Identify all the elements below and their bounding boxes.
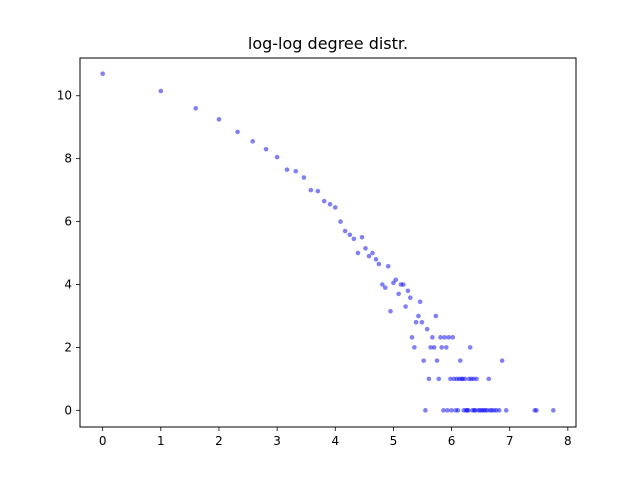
data-point (391, 280, 396, 286)
data-point (434, 358, 440, 363)
data-point (446, 335, 451, 340)
data-point (449, 408, 454, 413)
y-tick-label: 8 (64, 152, 72, 166)
y-tick-label: 0 (64, 403, 72, 417)
data-point (433, 313, 439, 319)
data-point (351, 236, 357, 242)
data-point (342, 228, 348, 234)
data-point (263, 146, 269, 152)
data-point (376, 261, 382, 267)
data-point (347, 232, 353, 238)
data-point (216, 117, 222, 122)
y-tick-label: 4 (64, 277, 72, 291)
data-point (421, 358, 426, 363)
data-point (448, 376, 453, 382)
data-point (315, 188, 321, 194)
data-point (551, 408, 556, 413)
data-point (235, 129, 240, 135)
data-point (366, 253, 372, 259)
data-point (438, 335, 443, 340)
x-tick-label: 7 (506, 434, 514, 448)
data-point (486, 376, 492, 382)
data-point (430, 335, 435, 340)
data-point (431, 345, 437, 350)
data-point (412, 345, 417, 350)
data-point (193, 106, 199, 111)
data-point (417, 299, 423, 305)
y-tick-label: 6 (64, 215, 72, 229)
data-point (428, 345, 433, 350)
data-point (534, 408, 539, 413)
data-point (393, 277, 399, 283)
y-tick-label: 2 (64, 340, 72, 354)
data-point (363, 246, 368, 251)
data-point (274, 154, 280, 160)
data-point (419, 319, 425, 325)
x-tick-label: 8 (564, 434, 572, 448)
data-point (474, 376, 479, 382)
data-point (321, 198, 327, 204)
x-tick-label: 1 (157, 434, 165, 448)
data-point (423, 408, 428, 413)
data-point (457, 358, 463, 363)
data-point (370, 250, 375, 256)
data-point (499, 358, 505, 363)
x-tick-label: 6 (448, 434, 456, 448)
data-point (467, 345, 473, 350)
x-tick-label: 3 (273, 434, 281, 448)
data-point (503, 408, 509, 413)
data-point (158, 88, 164, 94)
data-point (301, 175, 307, 180)
data-point (385, 263, 391, 269)
data-point (293, 168, 299, 174)
data-point (409, 335, 415, 340)
data-point (444, 345, 449, 350)
data-point (466, 408, 471, 413)
data-point (327, 201, 333, 207)
data-point (436, 376, 442, 382)
data-point (284, 167, 290, 172)
data-point (382, 285, 388, 290)
x-tick-label: 4 (331, 434, 339, 448)
data-point (308, 187, 314, 193)
data-point (455, 408, 461, 413)
data-point (388, 308, 393, 314)
data-point (416, 313, 421, 319)
y-tick-label: 10 (57, 89, 72, 103)
x-tick-label: 2 (215, 434, 223, 448)
x-tick-label: 0 (99, 434, 107, 448)
data-point (439, 345, 444, 350)
plot-frame (79, 57, 577, 428)
chart-title: log-log degree distr. (248, 34, 408, 53)
data-point (373, 257, 379, 262)
data-point (332, 205, 338, 210)
data-point (100, 71, 105, 77)
data-point (380, 282, 385, 287)
y-axis: 0 2 4 6 8 10 (57, 89, 80, 417)
data-point (355, 250, 361, 256)
x-tick-label: 5 (390, 434, 398, 448)
data-point (496, 408, 502, 413)
data-point (407, 295, 413, 301)
data-point (250, 139, 255, 144)
points-layer (100, 71, 556, 413)
data-point (403, 304, 408, 309)
data-point (442, 335, 447, 340)
data-point (445, 408, 450, 413)
data-point (426, 376, 432, 382)
data-point (450, 335, 456, 340)
x-axis: 0 1 2 3 4 5 6 7 8 (99, 427, 572, 448)
data-point (401, 282, 406, 287)
data-point (424, 326, 430, 332)
data-point (396, 291, 401, 297)
data-point (441, 408, 446, 413)
data-point (405, 288, 411, 294)
data-point (462, 376, 468, 382)
data-point (413, 319, 419, 325)
data-point (359, 235, 365, 240)
data-point (338, 219, 343, 224)
